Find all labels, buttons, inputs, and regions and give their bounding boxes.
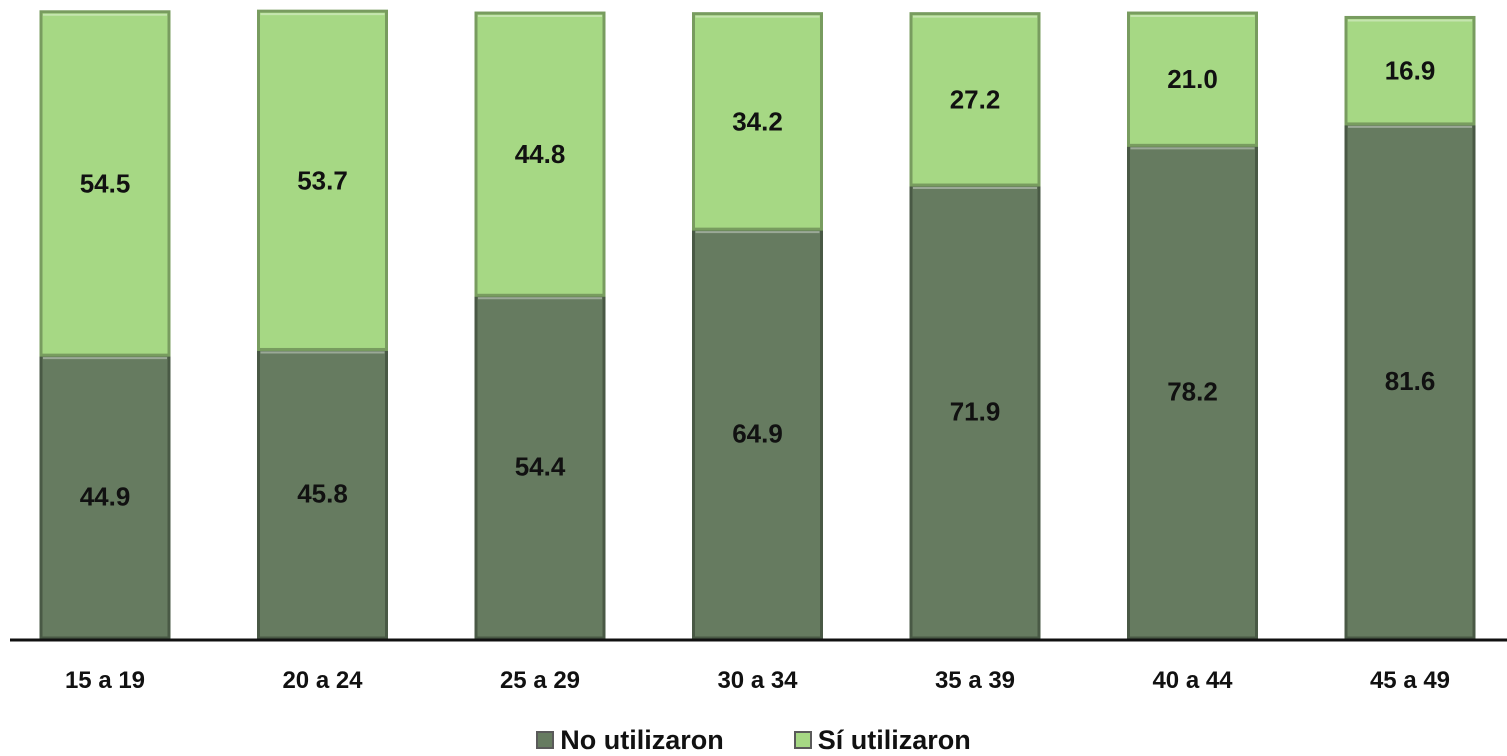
value-label-no-utilizaron-30-a-34: 64.9 <box>732 419 783 449</box>
category-label-35-a-39: 35 a 39 <box>935 667 1015 694</box>
bars-group <box>39 9 1476 640</box>
value-label-no-utilizaron-35-a-39: 71.9 <box>950 397 1001 427</box>
bar-no-utilizaron-25-a-29 <box>474 293 606 640</box>
value-label-si-utilizaron-30-a-34: 34.2 <box>732 106 783 136</box>
value-label-no-utilizaron-25-a-29: 54.4 <box>515 452 566 482</box>
value-label-no-utilizaron-20-a-24: 45.8 <box>297 479 348 509</box>
legend-item-si-utilizaron: Sí utilizaron <box>793 724 971 756</box>
bar-si-utilizaron-20-a-24 <box>257 9 388 351</box>
category-label-25-a-29: 25 a 29 <box>500 667 580 694</box>
bar-si-utilizaron-40-a-44 <box>1127 11 1258 147</box>
value-label-si-utilizaron-20-a-24: 53.7 <box>297 165 348 195</box>
value-label-si-utilizaron-25-a-29: 44.8 <box>515 139 566 169</box>
legend-swatch-si-utilizaron <box>793 731 812 749</box>
bar-no-utilizaron-40-a-44 <box>1127 143 1258 640</box>
category-label-40-a-44: 40 a 44 <box>1152 667 1233 694</box>
legend-item-no-utilizaron: No utilizaron <box>536 725 724 756</box>
bar-no-utilizaron-45-a-49 <box>1344 122 1476 640</box>
bar-si-utilizaron-35-a-39 <box>909 12 1041 187</box>
bar-no-utilizaron-20-a-24 <box>257 347 388 640</box>
bar-si-utilizaron-45-a-49 <box>1344 15 1476 126</box>
value-label-no-utilizaron-15-a-19: 44.9 <box>80 482 131 512</box>
bar-no-utilizaron-35-a-39 <box>909 183 1041 640</box>
category-label-30-a-34: 30 a 34 <box>717 667 798 694</box>
bar-si-utilizaron-15-a-19 <box>39 10 171 357</box>
category-labels-group: 15 a 19 20 a 24 25 a 29 30 a 34 35 a 39 40 a … <box>65 667 1450 694</box>
value-label-si-utilizaron-40-a-44: 21.0 <box>1167 64 1218 94</box>
value-label-no-utilizaron-45-a-49: 81.6 <box>1385 366 1436 396</box>
value-label-si-utilizaron-35-a-39: 27.2 <box>950 84 1001 114</box>
value-label-si-utilizaron-15-a-19: 54.5 <box>80 168 131 198</box>
value-label-si-utilizaron-45-a-49: 16.9 <box>1385 56 1436 86</box>
legend-label-no-utilizaron: No utilizaron <box>560 724 724 755</box>
bar-si-utilizaron-30-a-34 <box>692 12 823 231</box>
bar-no-utilizaron-30-a-34 <box>692 227 823 640</box>
category-label-45-a-49: 45 a 49 <box>1370 667 1450 694</box>
legend-label-si-utilizaron: Sí utilizaron <box>817 724 971 755</box>
category-label-20-a-24: 20 a 24 <box>282 667 363 694</box>
legend: No utilizaron Sí utilizaron <box>0 724 1507 756</box>
legend-swatch-no-utilizaron <box>536 731 555 749</box>
category-label-15-a-19: 15 a 19 <box>65 667 145 694</box>
bar-si-utilizaron-25-a-29 <box>474 11 606 297</box>
bar-no-utilizaron-15-a-19 <box>39 353 171 640</box>
value-labels-group: 44.9 54.5 45.8 53.7 54.4 44.8 64.9 34.2 71.9 27.2… <box>80 56 1436 512</box>
value-label-no-utilizaron-40-a-44: 78.2 <box>1167 377 1218 407</box>
